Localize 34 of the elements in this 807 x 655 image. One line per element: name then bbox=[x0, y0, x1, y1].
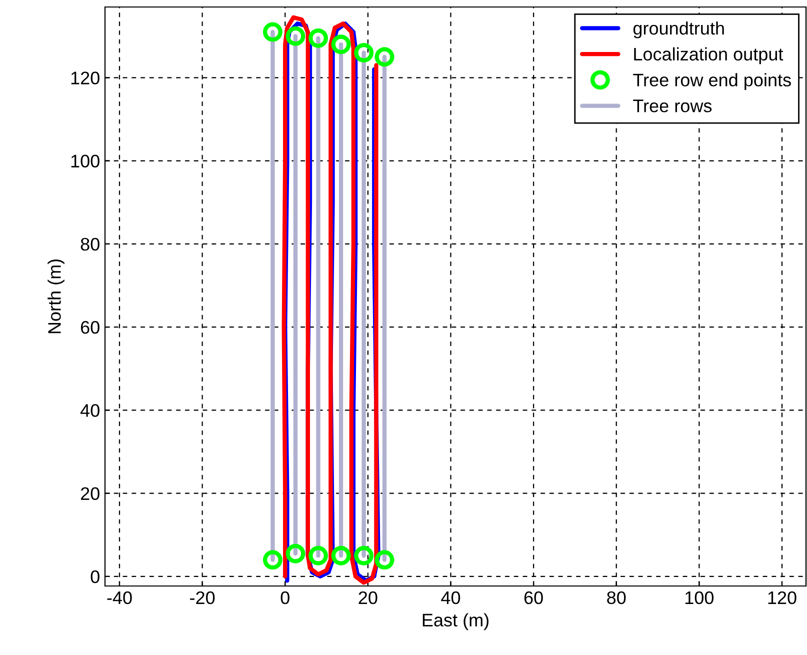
y-axis-title: North (m) bbox=[48, 260, 64, 334]
y-tick-label: 80 bbox=[80, 238, 100, 251]
x-tick-label: 100 bbox=[685, 591, 714, 604]
point bbox=[354, 546, 374, 566]
x-tick-label: 0 bbox=[280, 591, 290, 604]
point bbox=[331, 546, 351, 566]
x-tick-label: 20 bbox=[358, 591, 378, 604]
point bbox=[374, 550, 394, 570]
x-tick-label: 40 bbox=[441, 591, 460, 604]
y-tick-label: 100 bbox=[71, 154, 100, 168]
legend-label: Localization output bbox=[634, 47, 784, 64]
point bbox=[308, 28, 328, 48]
point bbox=[374, 47, 394, 67]
x-axis-title: East (m) bbox=[422, 613, 488, 630]
point bbox=[331, 34, 351, 54]
x-tick-label: 120 bbox=[768, 591, 796, 604]
x-tick-label: 60 bbox=[524, 591, 543, 604]
x-tick-label: -40 bbox=[107, 591, 132, 604]
y-tick-label: 20 bbox=[80, 487, 100, 500]
point bbox=[308, 546, 328, 566]
y-tick-label: 60 bbox=[80, 320, 100, 334]
legend-label: Tree rows bbox=[633, 100, 712, 112]
y-tick-label: 120 bbox=[71, 72, 100, 84]
legend-label: groundtruth bbox=[633, 21, 724, 38]
x-tick-label: 80 bbox=[607, 591, 626, 604]
point bbox=[286, 26, 306, 46]
point bbox=[262, 22, 282, 42]
point bbox=[286, 544, 306, 564]
x-tick-label: -20 bbox=[190, 591, 215, 604]
point bbox=[262, 550, 282, 570]
legend-label: Tree row end points bbox=[633, 73, 791, 90]
y-tick-label: 40 bbox=[80, 404, 100, 417]
point bbox=[354, 43, 374, 62]
y-tick-label: 0 bbox=[90, 570, 100, 584]
